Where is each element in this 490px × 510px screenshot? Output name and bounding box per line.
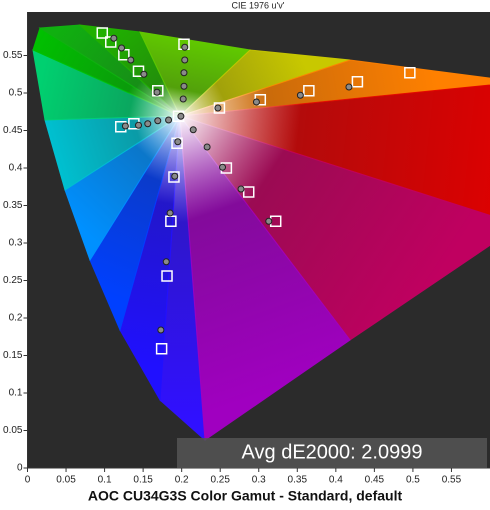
- measured-point: [121, 122, 129, 130]
- y-tick-label: 0.2: [9, 313, 23, 324]
- measured-point: [177, 112, 185, 120]
- caption: AOC CU34G3S Color Gamut - Standard, defa…: [88, 488, 403, 504]
- x-tick-label: 0.25: [210, 475, 230, 486]
- y-tick-label: 0.25: [3, 275, 23, 286]
- measured-point: [144, 120, 152, 128]
- y-tick-label: 0.55: [3, 50, 23, 61]
- target-point: [303, 85, 315, 97]
- measured-point: [171, 172, 179, 180]
- annotation: Avg dE2000: 2.0999: [242, 441, 423, 463]
- measured-point: [181, 56, 189, 64]
- spectral-locus: [32, 24, 490, 442]
- target-point: [404, 67, 416, 79]
- x-tick-label: 0.35: [288, 475, 308, 486]
- points: [96, 27, 416, 355]
- target-point: [161, 270, 173, 282]
- gamut-wedge: [179, 114, 351, 441]
- x-tick-label: 0.45: [365, 475, 385, 486]
- y-tick-label: 0: [17, 463, 23, 474]
- measured-point: [153, 88, 161, 96]
- target-point: [152, 85, 164, 97]
- chart-title: CIE 1976 u'v': [232, 0, 285, 10]
- x-tick-label: 0.4: [329, 475, 343, 486]
- y-tick-label: 0.05: [3, 425, 23, 436]
- x-tick-label: 0: [25, 475, 31, 486]
- measured-point: [345, 83, 353, 91]
- target-point: [168, 171, 180, 183]
- measured-point: [265, 217, 273, 225]
- measured-point: [203, 143, 211, 151]
- y-tick-label: 0.3: [9, 238, 23, 249]
- measured-point: [219, 163, 227, 171]
- measured-point: [118, 44, 126, 52]
- x-tick-label: 0.2: [175, 475, 189, 486]
- measured-point: [174, 138, 182, 146]
- target-point: [96, 27, 109, 39]
- measured-point: [181, 43, 189, 51]
- measured-point: [296, 91, 304, 99]
- measured-point: [252, 98, 260, 106]
- measured-point: [180, 69, 188, 77]
- measured-point: [154, 117, 162, 125]
- y-tick-label: 0.5: [9, 88, 23, 99]
- x-tick-label: 0.1: [98, 475, 112, 486]
- target-point: [351, 76, 364, 88]
- x-tick-label: 0.05: [56, 475, 76, 486]
- measured-point: [179, 95, 187, 103]
- y-tick-label: 0.45: [3, 125, 23, 136]
- target-point: [155, 343, 168, 355]
- measured-point: [166, 209, 174, 217]
- y-tick-label: 0.15: [3, 350, 23, 361]
- measured-point: [237, 185, 245, 193]
- target-point: [171, 137, 183, 149]
- x-tick-label: 0.3: [252, 475, 266, 486]
- measured-point: [162, 258, 170, 266]
- annotation-box: [177, 438, 487, 468]
- target-point: [242, 186, 255, 198]
- x-tick-label: 0.5: [406, 475, 420, 486]
- x-tick-label: 0.15: [133, 475, 153, 486]
- measured-point: [140, 70, 148, 78]
- measured-point: [157, 326, 165, 334]
- measured-point: [165, 116, 173, 124]
- y-tick-label: 0.35: [3, 200, 23, 211]
- measured-point: [180, 82, 188, 90]
- y-tick-label: 0.4: [9, 163, 23, 174]
- measured-point: [135, 121, 142, 129]
- measured-point: [110, 34, 118, 42]
- y-tick-label: 0.1: [9, 388, 23, 399]
- measured-point: [127, 56, 135, 64]
- measured-point: [214, 104, 222, 112]
- measured-point: [189, 126, 197, 134]
- x-tick-label: 0.55: [442, 475, 462, 486]
